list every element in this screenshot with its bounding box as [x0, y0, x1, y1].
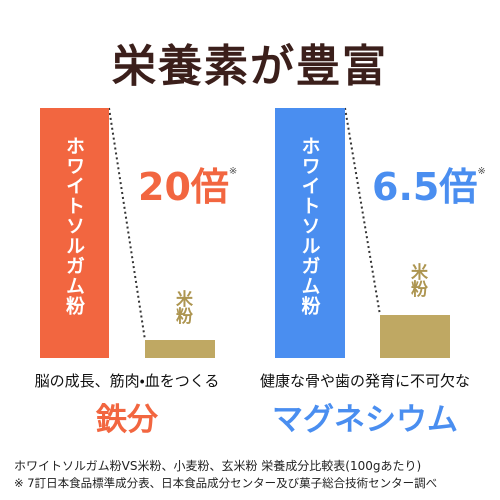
rice-label: 米粉 — [172, 290, 192, 324]
footer-line: ホワイトソルガム粉VS米粉、小麦粉、玄米粉 栄養成分比較表(100gあたり) — [14, 459, 422, 473]
title: 栄養素が豊富 — [112, 41, 388, 92]
ratio-text: 20倍 — [138, 165, 229, 209]
bar-label: ホワイトソルガム粉 — [63, 136, 85, 316]
note-mark: ※ — [228, 166, 238, 177]
caption: 脳の成長、筋肉・血をつくる — [34, 372, 220, 390]
rice-bar — [380, 315, 450, 358]
ratio: 20倍※ — [138, 156, 237, 211]
rice-label: 米粉 — [407, 263, 427, 297]
nutrient: マグネシウム — [272, 402, 458, 438]
sorghum-bar: ホワイトソルガム粉 — [40, 108, 109, 358]
rice-bar — [145, 340, 215, 358]
ratio: 6.5倍※ — [372, 156, 486, 211]
bar-label: ホワイトソルガム粉 — [298, 136, 321, 316]
caption: 健康な骨や歯の発育に不可欠な — [259, 372, 470, 390]
footer-line: ※ 7訂日本食品標準成分表、日本食品成分センター及び菓子総合技術センター調べ — [14, 476, 438, 490]
dotted-line — [344, 107, 381, 316]
note-mark: ※ — [477, 166, 486, 177]
nutrient: 鉄分 — [96, 402, 158, 438]
ratio-text: 6.5倍 — [372, 165, 478, 209]
sorghum-bar: ホワイトソルガム粉 — [275, 108, 345, 358]
dotted-line — [108, 107, 146, 341]
